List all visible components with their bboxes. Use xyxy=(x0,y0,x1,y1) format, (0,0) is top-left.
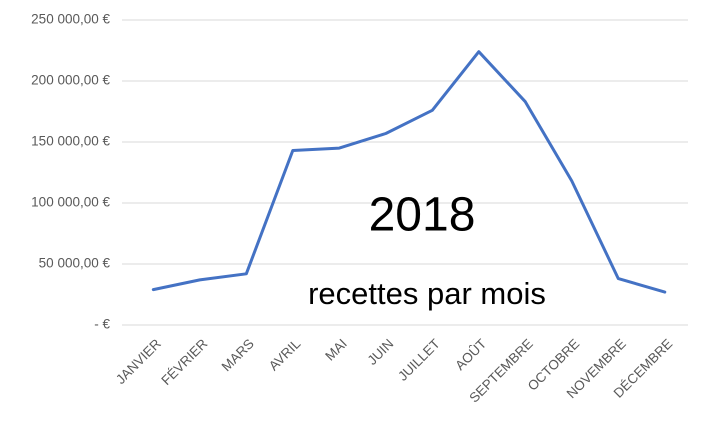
y-tick-label: 200 000,00 € xyxy=(31,73,110,88)
data-line xyxy=(151,50,667,294)
y-tick-label: - € xyxy=(94,317,110,332)
chart-title: 2018 xyxy=(369,189,476,242)
y-tick-label: 100 000,00 € xyxy=(31,195,110,210)
y-tick-label: 150 000,00 € xyxy=(31,134,110,149)
y-tick-label: 50 000,00 € xyxy=(39,256,111,271)
chart-subtitle: recettes par mois xyxy=(308,276,546,311)
y-tick-label: 250 000,00 € xyxy=(31,12,110,27)
